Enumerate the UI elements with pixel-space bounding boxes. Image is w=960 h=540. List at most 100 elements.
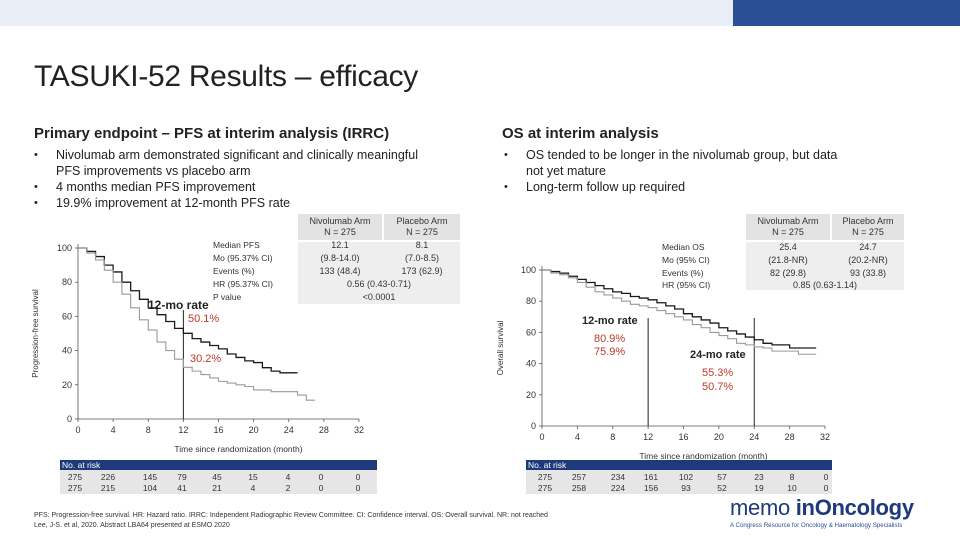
at-risk-value: 0 xyxy=(824,483,829,493)
os-rate24-placebo: 50.7% xyxy=(702,381,733,393)
right-heading: OS at interim analysis xyxy=(502,125,659,142)
stats-col1-title: Nivolumab Arm xyxy=(757,216,818,226)
stats-value: 8.1 xyxy=(416,240,429,250)
x-tick-label: 4 xyxy=(575,432,580,442)
stats-col1-n: N = 275 xyxy=(772,227,804,237)
y-tick-label: 60 xyxy=(62,311,72,321)
at-risk-value: 4 xyxy=(251,483,256,493)
at-risk-value: 0 xyxy=(319,472,324,482)
stats-row-label: HR (95.37% CI) xyxy=(213,279,273,289)
nivolumab-survival-curve xyxy=(542,269,817,349)
x-tick-label: 24 xyxy=(284,425,294,435)
os-rate12-nivolumab: 80.9% xyxy=(594,333,625,345)
stats-col2-title: Placebo Arm xyxy=(842,216,893,226)
stats-header-cell xyxy=(384,214,460,240)
stats-value: 133 (48.4) xyxy=(319,266,360,276)
os-rate12-title: 12-mo rate xyxy=(582,315,638,327)
at-risk-value: 4 xyxy=(286,472,291,482)
y-axis-label: Overall survival xyxy=(496,320,505,375)
stats-value: (9.8-14.0) xyxy=(320,253,359,263)
at-risk-value: 0 xyxy=(356,472,361,482)
at-risk-title: No. at risk xyxy=(62,460,101,470)
stats-body-cell xyxy=(298,242,460,304)
stats-value: 82 (29.8) xyxy=(770,268,806,278)
at-risk-body xyxy=(526,470,832,494)
stats-col1-title: Nivolumab Arm xyxy=(309,216,370,226)
stats-header-cell xyxy=(746,214,830,240)
x-tick-label: 12 xyxy=(643,432,653,442)
stats-value: 0.85 (0.63-1.14) xyxy=(793,280,857,290)
stats-value: 0.56 (0.43-0.71) xyxy=(347,279,411,289)
right-bullet: Long-term follow up required xyxy=(504,179,854,195)
at-risk-value: 275 xyxy=(68,483,82,493)
at-risk-value: 2 xyxy=(286,483,291,493)
y-tick-label: 40 xyxy=(526,359,536,369)
at-risk-value: 8 xyxy=(790,472,795,482)
at-risk-value: 275 xyxy=(538,472,552,482)
y-tick-label: 60 xyxy=(526,327,536,337)
right-bullets: OS tended to be longer in the nivolumab … xyxy=(504,147,854,195)
os-rate12-placebo: 75.9% xyxy=(594,346,625,358)
y-tick-label: 100 xyxy=(57,243,72,253)
at-risk-value: 275 xyxy=(68,472,82,482)
at-risk-value: 224 xyxy=(611,483,625,493)
stats-body-cell xyxy=(746,242,904,290)
stats-value: <0.0001 xyxy=(363,292,396,302)
at-risk-header xyxy=(526,460,832,470)
stats-header-cell xyxy=(832,214,904,240)
x-tick-label: 28 xyxy=(785,432,795,442)
stats-col2-n: N = 275 xyxy=(852,227,884,237)
logo-tagline: A Congress Resource for Oncology & Haema… xyxy=(730,522,903,529)
placebo-survival-curve xyxy=(78,247,316,401)
at-risk-value: 21 xyxy=(212,483,222,493)
header-accent-band xyxy=(733,0,960,26)
stats-value: 25.4 xyxy=(779,242,797,252)
footnote-reference: Lee, J-S. et al, 2020. Abstract LBA64 pr… xyxy=(34,522,230,529)
left-bullet: 4 months median PFS improvement xyxy=(34,179,434,195)
at-risk-value: 57 xyxy=(717,472,727,482)
y-tick-label: 20 xyxy=(62,380,72,390)
stats-row-label: Mo (95.37% CI) xyxy=(213,253,273,263)
at-risk-value: 161 xyxy=(644,472,658,482)
pfs-stats-table: Nivolumab Arm N = 275 Placebo Arm N = 27… xyxy=(213,214,460,304)
stats-row-label: HR (95% CI) xyxy=(662,280,710,290)
os-rate24-title: 24-mo rate xyxy=(690,349,746,361)
stats-col1-n: N = 275 xyxy=(324,227,356,237)
at-risk-value: 234 xyxy=(611,472,625,482)
left-heading: Primary endpoint – PFS at interim analys… xyxy=(34,125,390,142)
stats-value: 24.7 xyxy=(859,242,877,252)
pfs-km-chart: Nivolumab Arm N = 275 Placebo Arm N = 27… xyxy=(31,214,460,494)
y-tick-label: 100 xyxy=(521,265,536,275)
at-risk-value: 10 xyxy=(787,483,797,493)
at-risk-value: 0 xyxy=(824,472,829,482)
footnote: PFS: Progression-free survival. HR: Haza… xyxy=(34,511,548,531)
at-risk-value: 215 xyxy=(101,483,115,493)
left-bullet: Nivolumab arm demonstrated significant a… xyxy=(34,147,434,179)
stats-value: (21.8-NR) xyxy=(768,255,808,265)
at-risk-value: 145 xyxy=(143,472,157,482)
at-risk-value: 226 xyxy=(101,472,115,482)
x-tick-label: 20 xyxy=(249,425,259,435)
x-tick-label: 16 xyxy=(678,432,688,442)
y-tick-label: 0 xyxy=(67,414,72,424)
at-risk-title: No. at risk xyxy=(528,460,567,470)
stats-value: 173 (62.9) xyxy=(401,266,442,276)
at-risk-header xyxy=(60,460,377,470)
at-risk-value: 0 xyxy=(356,483,361,493)
placebo-survival-curve xyxy=(542,269,817,355)
stats-value: (20.2-NR) xyxy=(848,255,888,265)
stats-col2-n: N = 275 xyxy=(406,227,438,237)
logo-word-memo: memo xyxy=(730,495,790,520)
x-tick-label: 12 xyxy=(178,425,188,435)
left-bullets: Nivolumab arm demonstrated significant a… xyxy=(34,147,434,211)
y-tick-label: 40 xyxy=(62,346,72,356)
stats-row-label: Events (%) xyxy=(213,266,255,276)
footnote-abbreviations: PFS: Progression-free survival. HR: Haza… xyxy=(34,512,548,519)
stats-value: 93 (33.8) xyxy=(850,268,886,278)
os-km-chart: Nivolumab Arm N = 275 Placebo Arm N = 27… xyxy=(496,214,904,494)
stats-row-label: Mo (95% CI) xyxy=(662,255,710,265)
x-tick-label: 0 xyxy=(539,432,544,442)
y-tick-label: 80 xyxy=(526,296,536,306)
x-tick-label: 20 xyxy=(714,432,724,442)
memo-inoncology-logo: memo inOncology A Congress Resource for … xyxy=(730,497,930,533)
